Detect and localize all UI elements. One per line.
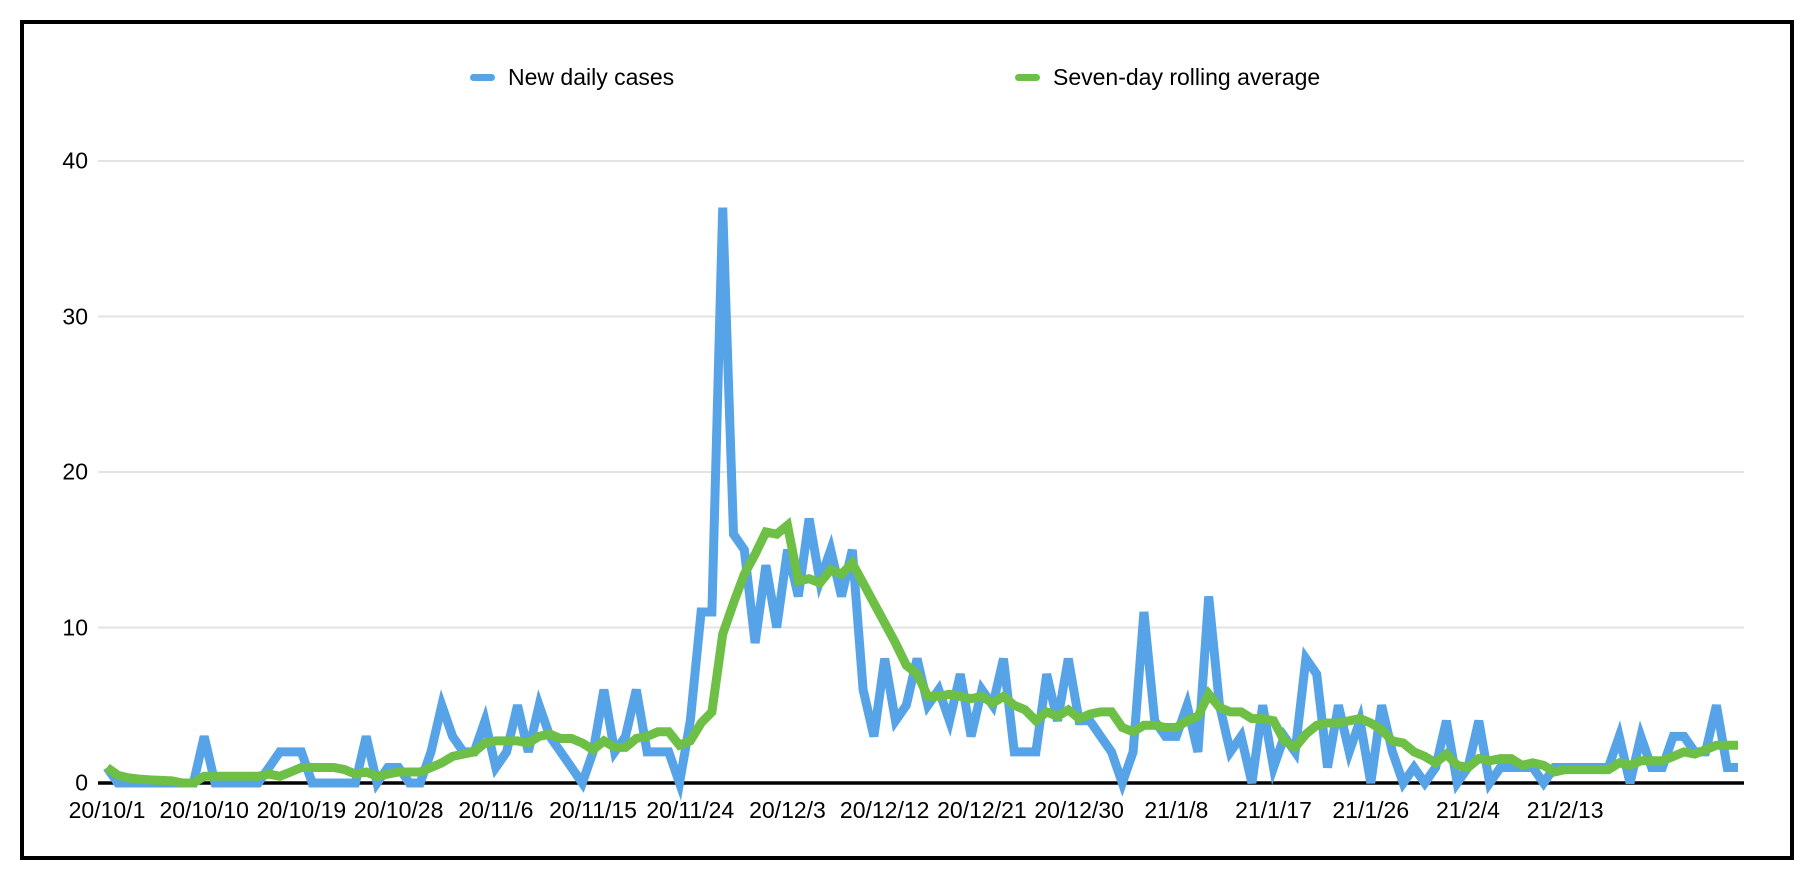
y-axis-label-30: 30 xyxy=(62,303,88,329)
legend-label-seven-day-average: Seven-day rolling average xyxy=(1053,64,1321,90)
new-daily-cases-line xyxy=(103,207,1738,801)
x-axis-label-20-12-21: 20/12/21 xyxy=(937,797,1027,823)
legend-item-new-daily-cases: New daily cases xyxy=(470,62,674,92)
x-axis-label-20-12-12: 20/12/12 xyxy=(839,797,930,823)
seven-day-average-line xyxy=(104,517,1738,788)
legend-swatch-green xyxy=(1015,73,1040,81)
x-axis-label-20-12-30: 20/12/30 xyxy=(1034,797,1124,823)
y-axis-label-0: 0 xyxy=(75,769,88,796)
y-axis-label-20: 20 xyxy=(62,458,88,485)
x-axis-label-20-11-24: 20/11/24 xyxy=(646,797,735,823)
x-axis-label-20-12-3: 20/12/3 xyxy=(749,797,826,823)
x-axis-label-21-1-8: 21/1/8 xyxy=(1144,797,1209,823)
legend-label-new-daily-cases: New daily cases xyxy=(508,64,675,90)
x-axis-label-21-1-17: 21/1/17 xyxy=(1235,797,1312,823)
x-axis-label-20-10-10: 20/10/10 xyxy=(159,797,249,823)
x-axis-label-20-10-19: 20/10/19 xyxy=(256,797,347,823)
legend-item-seven-day-average: Seven-day rolling average xyxy=(1015,62,1320,92)
legend-swatch-blue xyxy=(470,73,495,81)
x-axis-label-20-10-28: 20/10/28 xyxy=(353,797,444,823)
x-axis-label-20-10-1: 20/10/1 xyxy=(68,797,146,823)
x-axis-label-21-1-26: 21/1/26 xyxy=(1332,797,1410,823)
y-axis-label-40: 40 xyxy=(62,147,88,174)
legend: New daily cases Seven-day rolling averag… xyxy=(0,62,1814,92)
x-axis-label-20-11-6: 20/11/6 xyxy=(458,797,534,823)
y-axis-label-10: 10 xyxy=(62,614,88,640)
x-axis-label-21-2-13: 21/2/13 xyxy=(1526,797,1604,823)
x-axis-label-20-11-15: 20/11/15 xyxy=(549,797,637,823)
x-axis-label-21-2-4: 21/2/4 xyxy=(1435,797,1500,823)
